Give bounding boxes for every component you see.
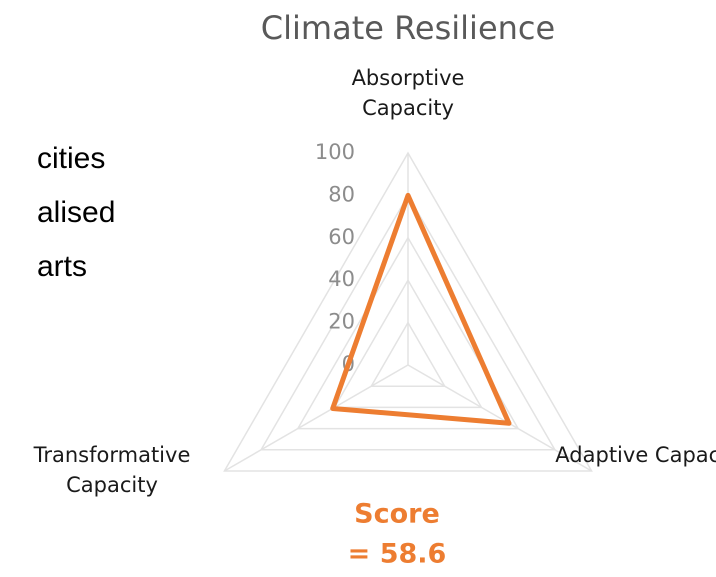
grid-line [369,321,447,387]
score-label: Score [354,499,440,530]
series-line [330,192,512,426]
grid-line [259,193,557,451]
slide-text: cities [37,142,105,175]
spoke [407,364,592,472]
axis-label: Adaptive Capacity [555,443,716,467]
grid-line [333,278,483,409]
y-tick-label: 40 [328,267,355,291]
grid-line [223,151,593,472]
y-tick-label: 80 [328,182,355,206]
grid-line [296,236,520,430]
axis-label: Absorptive Capacity [351,66,465,120]
score-value: = 58.6 [348,539,447,570]
y-tick-label: 20 [328,310,355,334]
slide-text: arts [37,250,87,283]
chart-title: Climate Resilience [261,9,555,47]
slide-text: alised [37,196,115,229]
axis-label: Transformative Capacity [33,443,191,497]
spoke [224,364,409,472]
y-tick-label: 60 [328,225,355,249]
y-tick-label: 100 [315,140,355,164]
